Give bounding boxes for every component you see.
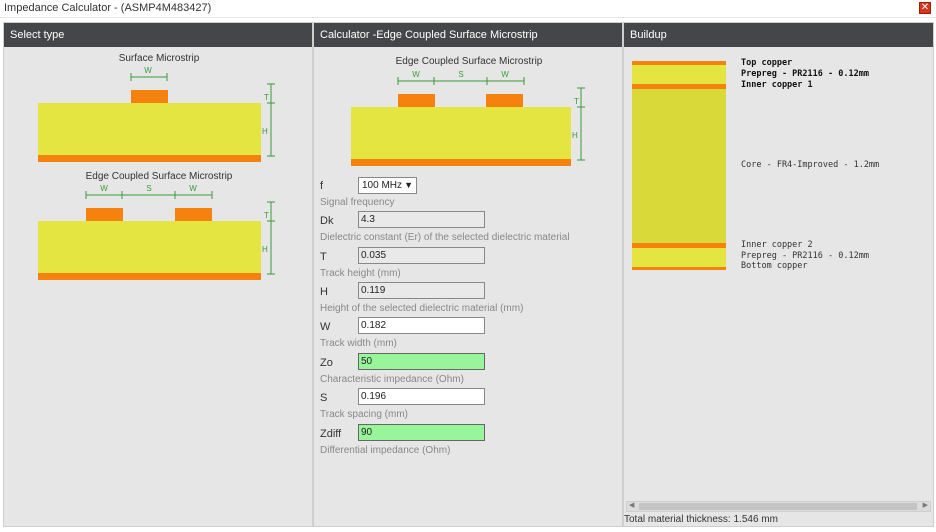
top-copper-layer [632, 61, 726, 65]
t-input[interactable]: 0.035 [358, 247, 485, 264]
t-label: T [320, 251, 327, 263]
w-label: W [320, 321, 331, 333]
h-dimension-label: H [262, 245, 268, 254]
dk-label: Dk [320, 215, 334, 227]
inner-copper-1-layer [632, 84, 726, 89]
trace-copper-right [175, 208, 212, 221]
h-dimension-label: H [262, 127, 268, 136]
t-dimension-label: T [574, 97, 579, 106]
dielectric-layer [38, 221, 261, 273]
core-label: Core - FR4-Improved - 1.2mm [741, 160, 880, 170]
f-help: Signal frequency [320, 197, 395, 208]
inner-copper-2-layer [632, 243, 726, 248]
close-icon[interactable]: ✕ [919, 2, 931, 14]
ground-copper [38, 273, 261, 280]
t-help: Track height (mm) [320, 268, 401, 279]
edge-coupled-microstrip-diagram[interactable]: W S W T H [4, 181, 314, 306]
horizontal-scrollbar[interactable]: ◀ ▶ [626, 501, 931, 512]
buildup-panel: Buildup Top copper Prepreg - PR2116 - 0.… [623, 22, 934, 527]
surface-microstrip-label[interactable]: Surface Microstrip [118, 53, 200, 64]
h-input[interactable]: 0.119 [358, 282, 485, 299]
top-copper-label: Top copper [741, 58, 793, 68]
surface-microstrip-diagram[interactable]: W T H [4, 63, 314, 188]
w1-dimension-label: W [100, 184, 108, 193]
trace-copper [131, 90, 168, 103]
frequency-select-value: 100 MHz [362, 180, 403, 191]
h-label: H [320, 286, 328, 298]
window-title: Impedance Calculator - (ASMP4M483427) [4, 2, 212, 14]
h-help: Height of the selected dielectric materi… [320, 303, 524, 314]
dk-input[interactable]: 4.3 [358, 211, 485, 228]
s-label: S [320, 392, 328, 404]
zo-help: Characteristic impedance (Ohm) [320, 374, 464, 385]
frequency-select[interactable]: 100 MHz ▼ [358, 177, 417, 194]
w2-dimension-label: W [189, 184, 197, 193]
zo-input[interactable]: 50 [358, 353, 485, 370]
s-input[interactable]: 0.196 [358, 388, 485, 405]
w1-dimension-label: W [412, 70, 420, 79]
inner-copper-1-label: Inner copper 1 [741, 80, 813, 90]
calc-diagram-label: Edge Coupled Surface Microstrip [395, 56, 543, 67]
s-dimension-label: S [146, 184, 151, 193]
select-type-header: Select type [4, 23, 312, 47]
chevron-down-icon: ▼ [404, 180, 413, 190]
bottom-copper-layer [632, 267, 726, 270]
dk-help: Dielectric constant (Er) of the selected… [320, 232, 570, 243]
ground-copper [351, 159, 571, 166]
t-dimension-label: T [264, 211, 269, 220]
window-titlebar: Impedance Calculator - (ASMP4M483427) ✕ [0, 0, 936, 18]
select-type-panel: Select type Surface Microstrip W T H Edg… [3, 22, 313, 527]
w-input[interactable]: 0.182 [358, 317, 485, 334]
h-dimension-label: H [572, 131, 578, 140]
zdiff-label: Zdiff [320, 428, 342, 440]
prepreg-top-layer [632, 65, 726, 84]
s-help: Track spacing (mm) [320, 409, 408, 420]
calculator-header: Calculator -Edge Coupled Surface Microst… [314, 23, 622, 47]
s-dimension-label: S [458, 70, 463, 79]
bottom-copper-label: Bottom copper [741, 261, 808, 271]
trace-copper-left [398, 94, 435, 107]
trace-copper-left [86, 208, 123, 221]
edge-coupled-microstrip-label[interactable]: Edge Coupled Surface Microstrip [85, 171, 233, 182]
f-label: f [320, 180, 324, 192]
ground-copper [38, 155, 261, 162]
stackup-diagram [632, 61, 726, 271]
prepreg-top-label: Prepreg - PR2116 - 0.12mm [741, 69, 869, 79]
prepreg-bottom-label: Prepreg - PR2116 - 0.12mm [741, 251, 869, 261]
w-dimension-label: W [144, 66, 152, 75]
zo-label: Zo [320, 357, 333, 369]
inner-copper-2-label: Inner copper 2 [741, 240, 813, 250]
w2-dimension-label: W [501, 70, 509, 79]
dielectric-layer [351, 107, 571, 159]
prepreg-bottom-layer [632, 248, 726, 267]
zdiff-input[interactable]: 90 [358, 424, 485, 441]
scroll-left-icon[interactable]: ◀ [629, 502, 635, 509]
calc-diagram: W S W T H [351, 70, 585, 166]
calculator-panel: Calculator -Edge Coupled Surface Microst… [313, 22, 623, 527]
total-thickness: Total material thickness: 1.546 mm [624, 514, 778, 525]
buildup-header: Buildup [624, 23, 933, 47]
trace-copper-right [486, 94, 523, 107]
dielectric-layer [38, 103, 261, 155]
t-dimension-label: T [264, 93, 269, 102]
scroll-right-icon[interactable]: ▶ [922, 502, 928, 509]
zdiff-help: Differential impedance (Ohm) [320, 445, 451, 456]
scrollbar-thumb[interactable] [639, 503, 917, 510]
core-layer [632, 89, 726, 243]
w-help: Track width (mm) [320, 338, 397, 349]
